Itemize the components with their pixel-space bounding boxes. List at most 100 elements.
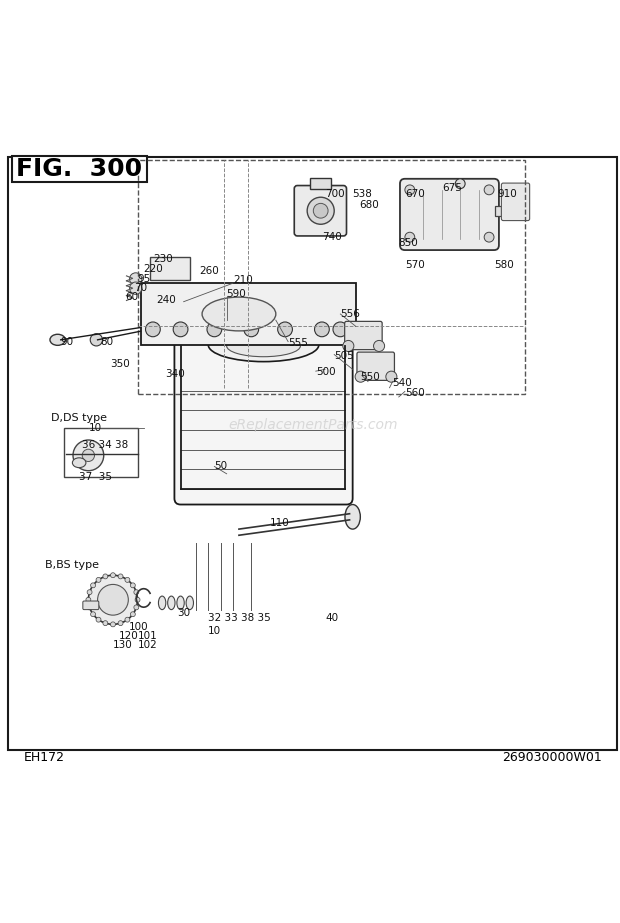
Bar <box>495 207 510 216</box>
Ellipse shape <box>345 505 360 529</box>
Text: D,DS type: D,DS type <box>51 414 107 424</box>
Text: 540: 540 <box>392 378 412 388</box>
Circle shape <box>386 371 397 382</box>
Circle shape <box>73 440 104 471</box>
Text: 269030000W01: 269030000W01 <box>502 751 601 764</box>
Circle shape <box>405 233 415 242</box>
Circle shape <box>110 622 115 627</box>
Ellipse shape <box>73 458 86 468</box>
Bar <box>309 177 331 188</box>
Circle shape <box>125 617 130 622</box>
Circle shape <box>207 322 222 337</box>
Circle shape <box>355 371 366 382</box>
Circle shape <box>130 273 142 285</box>
Circle shape <box>135 597 140 602</box>
Circle shape <box>110 573 115 578</box>
Text: 101: 101 <box>138 631 157 641</box>
Circle shape <box>373 341 384 352</box>
Text: 570: 570 <box>405 260 425 270</box>
Circle shape <box>314 322 329 337</box>
Text: 670: 670 <box>405 189 425 199</box>
Bar <box>141 283 356 344</box>
Ellipse shape <box>50 334 65 345</box>
Text: EH172: EH172 <box>24 751 65 764</box>
Circle shape <box>97 584 128 615</box>
Text: 100: 100 <box>128 622 148 632</box>
Text: 60: 60 <box>125 293 138 303</box>
Circle shape <box>82 450 94 462</box>
Circle shape <box>244 322 259 337</box>
Text: 10: 10 <box>208 626 221 636</box>
Circle shape <box>313 203 328 218</box>
FancyBboxPatch shape <box>294 186 347 236</box>
Text: 550: 550 <box>361 372 381 382</box>
Text: eReplacementParts.com: eReplacementParts.com <box>228 417 397 432</box>
Text: 50: 50 <box>215 462 228 472</box>
Circle shape <box>484 233 494 242</box>
Circle shape <box>484 185 494 195</box>
FancyBboxPatch shape <box>400 179 499 250</box>
Circle shape <box>91 612 95 617</box>
Text: 740: 740 <box>322 233 342 242</box>
Text: 102: 102 <box>138 640 157 650</box>
Circle shape <box>130 612 135 617</box>
Circle shape <box>103 620 108 626</box>
Circle shape <box>455 179 465 188</box>
Ellipse shape <box>186 596 193 609</box>
Bar <box>138 161 525 394</box>
Circle shape <box>134 605 139 610</box>
Text: 230: 230 <box>153 254 172 264</box>
Text: 210: 210 <box>232 275 252 285</box>
Circle shape <box>130 282 142 294</box>
FancyBboxPatch shape <box>83 601 99 609</box>
Circle shape <box>333 322 348 337</box>
Text: 500: 500 <box>316 367 335 378</box>
Circle shape <box>118 574 123 579</box>
Text: 850: 850 <box>399 238 419 248</box>
Text: 90: 90 <box>61 337 74 347</box>
FancyBboxPatch shape <box>357 352 394 380</box>
Text: 37  35: 37 35 <box>79 473 112 483</box>
Bar <box>12 156 147 182</box>
Circle shape <box>89 575 138 624</box>
Text: 555: 555 <box>288 338 308 348</box>
Text: 36 34 38: 36 34 38 <box>82 440 128 450</box>
Circle shape <box>91 333 102 346</box>
FancyBboxPatch shape <box>502 183 529 221</box>
Text: 680: 680 <box>359 199 379 210</box>
Circle shape <box>307 198 334 224</box>
Text: 340: 340 <box>165 368 185 378</box>
Ellipse shape <box>202 297 276 331</box>
Circle shape <box>87 590 92 594</box>
Text: 120: 120 <box>119 631 139 641</box>
FancyBboxPatch shape <box>174 339 353 505</box>
Bar <box>150 257 190 281</box>
Ellipse shape <box>167 596 175 609</box>
Text: 32 33 38 35: 32 33 38 35 <box>208 613 271 623</box>
Circle shape <box>173 322 188 337</box>
Ellipse shape <box>159 596 166 609</box>
Text: 910: 910 <box>497 189 517 199</box>
Text: B,BS type: B,BS type <box>45 559 99 569</box>
Text: 580: 580 <box>494 260 514 270</box>
Circle shape <box>134 590 139 594</box>
Circle shape <box>86 597 91 602</box>
Text: 10: 10 <box>89 423 102 433</box>
Bar <box>64 427 138 477</box>
FancyBboxPatch shape <box>345 321 382 350</box>
Text: 675: 675 <box>442 183 462 193</box>
Circle shape <box>118 620 123 626</box>
Circle shape <box>96 617 101 622</box>
Text: 505: 505 <box>334 351 354 361</box>
Text: 70: 70 <box>135 283 148 294</box>
Circle shape <box>91 583 95 588</box>
Text: 260: 260 <box>199 266 219 276</box>
Ellipse shape <box>177 596 184 609</box>
Circle shape <box>125 578 130 582</box>
Circle shape <box>87 605 92 610</box>
Text: 95: 95 <box>138 274 151 284</box>
Circle shape <box>343 341 354 352</box>
Ellipse shape <box>227 335 301 356</box>
Text: 30: 30 <box>177 608 190 618</box>
Text: 556: 556 <box>340 309 360 319</box>
